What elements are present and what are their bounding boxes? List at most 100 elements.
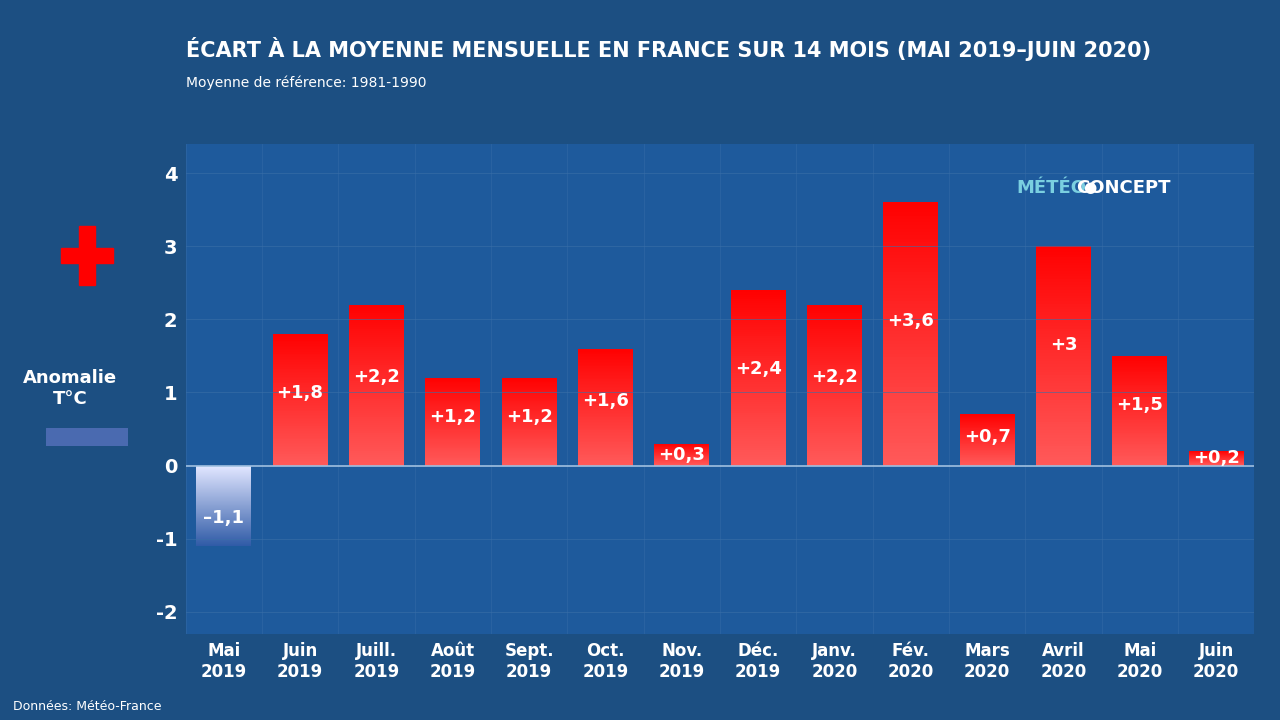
Bar <box>731 294 786 297</box>
Bar <box>502 410 557 412</box>
Bar <box>502 415 557 416</box>
Bar <box>806 387 861 390</box>
Bar <box>579 365 634 366</box>
Bar <box>1036 444 1091 446</box>
Bar <box>1036 463 1091 466</box>
Bar <box>273 434 328 436</box>
Bar <box>1112 382 1167 383</box>
Bar <box>579 375 634 377</box>
Bar <box>806 331 861 333</box>
Bar <box>349 351 404 353</box>
Bar <box>196 466 251 467</box>
Bar <box>579 415 634 416</box>
Bar <box>1112 407 1167 408</box>
Bar <box>731 301 786 303</box>
Bar <box>1036 359 1091 361</box>
Bar <box>425 379 480 380</box>
Bar <box>1112 359 1167 360</box>
Bar <box>883 452 938 456</box>
Bar <box>1036 323 1091 325</box>
Bar <box>806 341 861 343</box>
Bar <box>1036 269 1091 271</box>
Bar <box>579 379 634 381</box>
Bar <box>806 451 861 454</box>
Bar <box>731 454 786 456</box>
Bar <box>883 282 938 284</box>
Bar <box>273 357 328 359</box>
Bar <box>273 339 328 341</box>
Bar <box>1112 395 1167 396</box>
Text: +0,3: +0,3 <box>658 446 705 464</box>
Bar <box>731 345 786 347</box>
Bar <box>731 330 786 332</box>
Bar <box>883 337 938 341</box>
Text: +3: +3 <box>1050 336 1078 354</box>
Bar <box>806 411 861 413</box>
Bar <box>273 352 328 354</box>
Text: +1,6: +1,6 <box>582 392 628 410</box>
Bar <box>579 439 634 441</box>
Bar <box>425 456 480 458</box>
Bar <box>273 456 328 457</box>
Bar <box>1036 328 1091 331</box>
Bar <box>425 415 480 416</box>
Bar <box>196 477 251 479</box>
Bar <box>196 516 251 517</box>
Bar <box>273 402 328 403</box>
Bar <box>349 343 404 345</box>
Bar <box>502 454 557 456</box>
Bar <box>806 436 861 437</box>
Bar <box>1036 320 1091 323</box>
Bar <box>349 428 404 429</box>
Bar <box>1036 307 1091 310</box>
Bar <box>1036 430 1091 433</box>
Bar <box>806 437 861 439</box>
Bar <box>579 463 634 464</box>
Bar <box>273 369 328 370</box>
Bar <box>502 429 557 431</box>
Text: +2,2: +2,2 <box>812 368 858 386</box>
Bar <box>502 412 557 413</box>
Bar <box>502 380 557 381</box>
Bar <box>731 332 786 334</box>
Bar <box>425 447 480 448</box>
Bar <box>196 495 251 497</box>
Bar <box>273 382 328 383</box>
Bar <box>806 391 861 393</box>
Bar <box>1112 405 1167 407</box>
Bar <box>425 389 480 390</box>
Bar <box>1112 436 1167 437</box>
Bar <box>1112 361 1167 363</box>
Bar <box>273 400 328 402</box>
Bar <box>196 514 251 515</box>
Bar <box>883 222 938 225</box>
Bar <box>1036 416 1091 419</box>
Bar <box>579 441 634 442</box>
Bar <box>579 423 634 425</box>
Bar <box>273 359 328 360</box>
Bar <box>883 406 938 410</box>
Bar <box>425 399 480 400</box>
Bar <box>273 416 328 418</box>
Bar <box>273 403 328 405</box>
Bar <box>1112 457 1167 459</box>
Bar <box>1036 395 1091 397</box>
Bar <box>1036 372 1091 375</box>
Bar <box>806 447 861 449</box>
Bar <box>425 382 480 383</box>
Bar <box>425 427 480 428</box>
Bar <box>349 367 404 369</box>
Bar <box>883 400 938 403</box>
Bar <box>349 312 404 315</box>
Bar <box>579 446 634 448</box>
Bar <box>349 305 404 307</box>
Text: +2,4: +2,4 <box>735 360 782 378</box>
Bar <box>806 381 861 383</box>
Bar <box>273 439 328 441</box>
Bar <box>579 350 634 351</box>
Bar <box>196 492 251 494</box>
Bar <box>1036 367 1091 369</box>
Bar <box>273 459 328 461</box>
Bar <box>731 356 786 358</box>
Bar <box>1036 298 1091 301</box>
